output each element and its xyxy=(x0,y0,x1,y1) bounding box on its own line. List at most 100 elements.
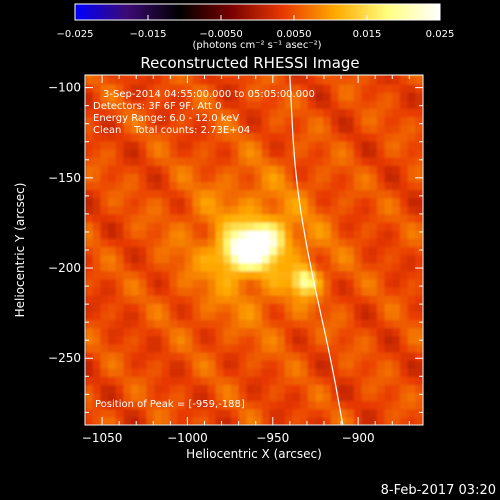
heatmap-cell xyxy=(323,116,332,126)
heatmap-cell xyxy=(269,400,278,410)
heatmap-cell xyxy=(254,213,263,223)
heatmap-cell xyxy=(376,108,386,118)
heatmap-cell xyxy=(200,197,209,207)
heatmap-cell xyxy=(277,100,286,109)
heatmap-cell xyxy=(138,238,148,247)
heatmap-cell xyxy=(215,303,224,312)
heatmap-cell xyxy=(346,84,355,93)
heatmap-cell xyxy=(207,205,217,215)
heatmap-cell xyxy=(92,181,101,191)
heatmap-cell xyxy=(330,181,340,191)
heatmap-cell xyxy=(138,75,148,77)
heatmap-cell xyxy=(369,368,378,377)
heatmap-cell xyxy=(392,132,401,142)
heatmap-cell xyxy=(407,408,416,418)
heatmap-cell xyxy=(346,254,355,264)
heatmap-cell xyxy=(407,384,416,394)
heatmap-cell xyxy=(169,205,178,215)
heatmap-cell xyxy=(115,311,125,321)
annotation-energy-range: Energy Range: 6.0 - 12.0 keV xyxy=(93,113,239,124)
heatmap-cell xyxy=(300,327,309,337)
heatmap-cell xyxy=(415,376,423,386)
heatmap-cell xyxy=(315,368,324,377)
heatmap-cell xyxy=(200,416,209,425)
heatmap-cell xyxy=(238,222,247,231)
heatmap-cell xyxy=(246,262,255,272)
heatmap-cell xyxy=(392,197,401,207)
heatmap-cell xyxy=(223,319,232,329)
heatmap-cell xyxy=(123,173,132,183)
heatmap-cell xyxy=(161,108,171,118)
heatmap-cell xyxy=(261,140,270,150)
heatmap-cell xyxy=(323,197,332,207)
heatmap-cell xyxy=(161,124,171,134)
heatmap-cell xyxy=(376,408,386,418)
heatmap-cell xyxy=(361,84,370,93)
heatmap-cell xyxy=(108,205,117,215)
heatmap-cell xyxy=(192,278,201,288)
heatmap-cell xyxy=(307,416,317,425)
heatmap-cell xyxy=(85,408,94,418)
heatmap-cell xyxy=(330,319,340,329)
heatmap-cell xyxy=(392,165,401,174)
heatmap-cell xyxy=(392,416,401,425)
heatmap-cell xyxy=(131,100,140,109)
heatmap-cell xyxy=(338,351,347,361)
heatmap-cell xyxy=(146,84,155,93)
heatmap-cell xyxy=(261,303,270,312)
heatmap-cell xyxy=(131,319,140,329)
heatmap-cell xyxy=(192,246,201,256)
heatmap-cell xyxy=(85,351,94,361)
heatmap-cell xyxy=(323,140,332,150)
heatmap-cell xyxy=(369,311,378,321)
heatmap-cell xyxy=(323,311,332,321)
x-tick-label: −1000 xyxy=(167,431,208,445)
heatmap-cell xyxy=(415,230,423,239)
heatmap-cell xyxy=(154,319,163,329)
heatmap-cell xyxy=(376,360,386,369)
heatmap-cell xyxy=(169,165,178,174)
heatmap-cell xyxy=(146,165,155,174)
heatmap-cell xyxy=(376,197,386,207)
heatmap-cell xyxy=(292,205,301,215)
heatmap-cell xyxy=(338,392,347,402)
heatmap-cell xyxy=(138,148,148,158)
heatmap-cell xyxy=(115,173,125,183)
heatmap-cell xyxy=(346,124,355,134)
heatmap-cell xyxy=(100,416,109,425)
heatmap-cell xyxy=(169,75,178,77)
heatmap-cell xyxy=(100,408,109,418)
heatmap-cell xyxy=(392,230,401,239)
heatmap-cell xyxy=(369,351,378,361)
heatmap-cell xyxy=(315,222,324,231)
heatmap-cell xyxy=(108,213,117,223)
heatmap-cell xyxy=(300,132,309,142)
heatmap-cell xyxy=(399,400,409,410)
heatmap-cell xyxy=(131,400,140,410)
heatmap-cell xyxy=(277,384,286,394)
heatmap-cell xyxy=(108,222,117,231)
heatmap-cell xyxy=(238,213,247,223)
heatmap-cell xyxy=(207,400,217,410)
heatmap-cell xyxy=(292,400,301,410)
heatmap-cell xyxy=(169,351,178,361)
heatmap-cell xyxy=(161,408,171,418)
heatmap-cell xyxy=(284,384,294,394)
heatmap-cell xyxy=(376,100,386,109)
heatmap-cell xyxy=(92,384,101,394)
heatmap-cell xyxy=(307,108,317,118)
heatmap-cell xyxy=(254,311,263,321)
heatmap-cell xyxy=(246,376,255,386)
heatmap-cell xyxy=(169,124,178,134)
heatmap-cell xyxy=(307,92,317,101)
heatmap-cell xyxy=(215,230,224,239)
heatmap-cell xyxy=(376,165,386,174)
heatmap-cell xyxy=(330,270,340,280)
heatmap-cell xyxy=(223,295,232,304)
heatmap-cell xyxy=(369,157,378,166)
heatmap-cell xyxy=(330,311,340,321)
heatmap-cell xyxy=(138,213,148,223)
heatmap-cell xyxy=(92,100,101,109)
heatmap-cell xyxy=(207,124,217,134)
heatmap-cell xyxy=(323,205,332,215)
